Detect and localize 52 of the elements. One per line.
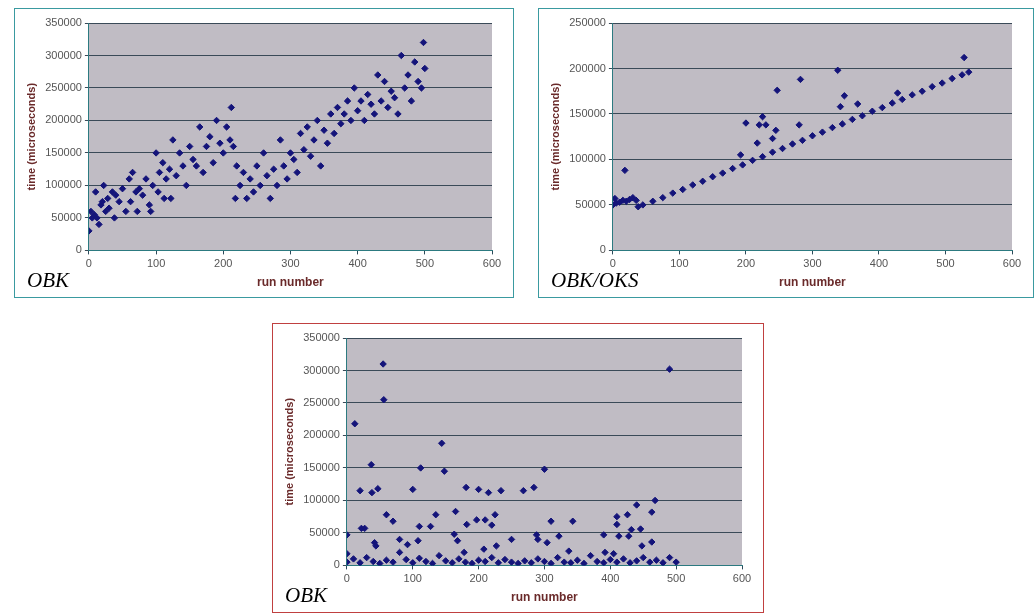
x-tick-label: 500 <box>936 257 955 270</box>
text: OBK <box>27 268 69 293</box>
x-tick-label: 200 <box>214 257 233 270</box>
x-tick-label: 600 <box>1002 257 1022 270</box>
x-tick-label: 0 <box>343 572 350 585</box>
y-tick-label: 200000 <box>569 61 606 74</box>
x-axis-title: run number <box>779 275 847 290</box>
y-tick-label: 250000 <box>45 81 82 93</box>
x-tick-label: 500 <box>666 572 686 585</box>
y-tick-label: 50000 <box>309 525 340 538</box>
text: OBK <box>285 583 327 608</box>
y-tick-label: 250000 <box>303 396 340 408</box>
x-axis-title: run number <box>257 275 325 290</box>
y-tick-label: 250000 <box>569 16 606 29</box>
x-tick-label: 500 <box>415 257 434 270</box>
y-axis-title: time (microseconds) <box>24 82 37 191</box>
x-tick-label: 100 <box>403 572 422 585</box>
x-tick-label: 400 <box>869 257 889 270</box>
y-tick-label: 0 <box>75 243 82 256</box>
text: OBK/OKS <box>551 268 639 293</box>
y-tick-label: 300000 <box>303 363 340 376</box>
y-tick-label: 200000 <box>303 428 340 441</box>
y-tick-label: 0 <box>333 558 340 571</box>
y-tick-label: 150000 <box>303 460 340 473</box>
x-tick-label: 300 <box>803 257 822 270</box>
y-tick-label: 50000 <box>575 197 606 210</box>
x-tick-label: 300 <box>281 257 300 270</box>
y-tick-label: 200000 <box>45 113 82 126</box>
y-tick-label: 350000 <box>45 16 82 29</box>
y-tick-label: 100000 <box>303 493 340 506</box>
x-tick-label: 100 <box>670 257 689 270</box>
x-tick-label: 200 <box>469 572 488 585</box>
y-tick-label: 50000 <box>51 210 82 223</box>
x-tick-label: 100 <box>146 257 166 270</box>
y-tick-label: 150000 <box>45 145 82 158</box>
y-tick-label: 150000 <box>569 106 606 119</box>
y-tick-label: 350000 <box>303 331 340 344</box>
x-tick-label: 400 <box>348 257 367 270</box>
y-axis-title: time (microseconds) <box>548 82 561 191</box>
y-axis-title: time (microseconds) <box>282 397 295 506</box>
x-tick-label: 400 <box>601 572 620 585</box>
y-tick-label: 0 <box>599 243 606 256</box>
x-tick-label: 0 <box>609 257 616 270</box>
y-tick-label: 300000 <box>45 48 82 61</box>
x-tick-label: 600 <box>482 257 502 270</box>
x-tick-label: 0 <box>85 257 92 270</box>
y-tick-label: 100000 <box>45 178 82 191</box>
x-axis-title: run number <box>511 590 579 605</box>
x-tick-label: 300 <box>535 572 554 585</box>
x-tick-label: 200 <box>736 257 756 270</box>
x-tick-label: 600 <box>732 572 752 585</box>
y-tick-label: 100000 <box>569 152 606 165</box>
